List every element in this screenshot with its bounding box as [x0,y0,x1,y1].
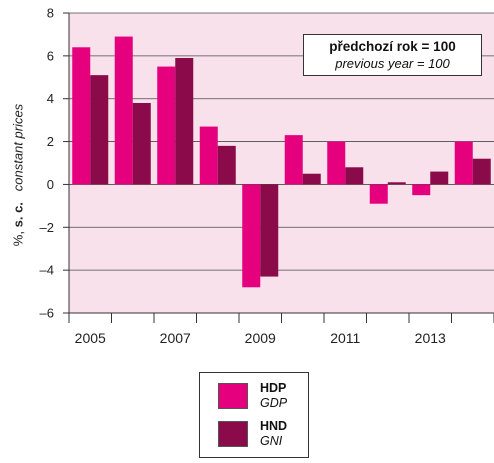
bar-hnd-2013 [430,171,449,185]
legend-label-gdp: GDP [260,396,288,410]
bar-hdp-2009 [242,184,261,288]
base-note-english: previous year = 100 [335,56,450,71]
y-tick-label: –4 [40,263,54,278]
bar-hnd-2007 [175,58,194,185]
bar-hnd-2011 [345,167,364,185]
y-tick-label: 4 [47,91,54,106]
y-tick-label: 0 [47,177,54,192]
y-axis-title-bold: s. c. [10,202,26,228]
bar-hdp-2005 [72,47,91,185]
legend: HDP GDP HND GNI [199,372,309,458]
y-tick-label: 6 [47,48,54,63]
x-tick-label: 2005 [75,330,106,346]
bar-hdp-2013 [412,184,431,196]
legend-swatch-hnd [218,421,248,447]
bar-hdp-2006 [114,36,133,185]
x-tick-labels: 2005 2007 2009 2011 2013 [68,313,494,346]
x-tick-label: 2007 [160,330,191,346]
bar-hdp-2014 [454,141,473,185]
base-note-czech: předchozí rok = 100 [329,39,456,54]
y-axis-title-prefix: %, [10,227,26,247]
y-axis-title-italic: constant prices [10,103,26,192]
bar-hnd-2009 [260,184,279,277]
y-tick-label: 2 [47,134,54,149]
y-axis-title: %, s. c. constant prices [0,0,26,320]
bars [72,36,491,288]
y-tick-label: 8 [47,6,54,21]
legend-item-hdp: HDP GDP [218,381,308,413]
legend-label-gni: GNI [260,434,283,448]
bar-hnd-2005 [90,75,109,185]
legend-swatch-hdp [218,383,248,409]
y-tick-label: –6 [40,306,54,321]
x-tick-label: 2009 [245,330,276,346]
legend-label-hnd: HND [260,419,288,433]
base-note: předchozí rok = 100 previous year = 100 [303,34,482,76]
y-tick-labels: –6 –4 –2 0 2 4 6 8 [40,6,69,321]
bar-hnd-2014 [472,158,491,185]
bar-hnd-2010 [302,173,321,185]
x-tick-label: 2013 [415,330,446,346]
bar-hdp-2011 [327,141,346,185]
bar-hnd-2012 [387,182,406,185]
y-tick-label: –2 [40,220,54,235]
legend-label-hdp: HDP [260,381,287,395]
bar-hdp-2012 [369,184,388,204]
bar-hdp-2007 [157,66,176,185]
bar-hnd-2008 [217,145,236,185]
bar-hnd-2006 [132,103,151,185]
legend-item-hnd: HND GNI [218,419,308,451]
bar-hdp-2008 [199,126,218,185]
x-tick-label: 2011 [330,330,360,346]
bar-hdp-2010 [284,135,303,185]
